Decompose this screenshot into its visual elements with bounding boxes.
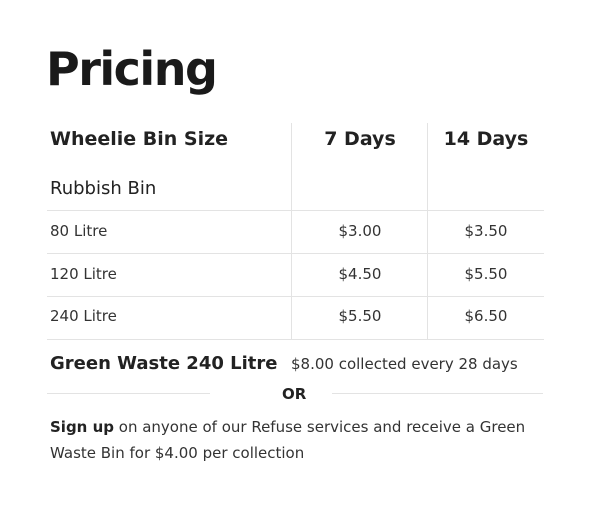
row-price-14: $3.50 (464, 222, 508, 240)
section-rubbish-bin: Rubbish Bin (50, 178, 157, 199)
row-divider (47, 296, 544, 297)
signup-link[interactable]: Sign up (50, 418, 114, 436)
row-price-14: $5.50 (464, 265, 508, 283)
row-price-7: $4.50 (338, 265, 382, 283)
header-7-days: 7 Days (324, 128, 396, 150)
green-waste-price: $8.00 collected every 28 days (291, 355, 518, 373)
row-size: 120 Litre (50, 265, 117, 283)
row-price-14: $6.50 (464, 307, 508, 325)
header-14-days: 14 Days (443, 128, 529, 150)
row-divider (47, 210, 544, 211)
or-label: OR (282, 385, 307, 403)
signup-description: on anyone of our Refuse services and rec… (50, 418, 526, 462)
row-divider (47, 253, 544, 254)
row-price-7: $3.00 (338, 222, 382, 240)
row-price-7: $5.50 (338, 307, 382, 325)
or-divider-right (332, 393, 543, 394)
row-size: 80 Litre (50, 222, 108, 240)
header-bin-size: Wheelie Bin Size (50, 128, 229, 150)
column-divider (427, 123, 428, 339)
page-title: Pricing (46, 42, 218, 96)
column-divider (291, 123, 292, 339)
signup-text: Sign up on anyone of our Refuse services… (50, 414, 530, 466)
row-size: 240 Litre (50, 307, 117, 325)
green-waste-label: Green Waste 240 Litre (50, 353, 278, 374)
or-divider-left (47, 393, 210, 394)
row-divider (47, 339, 544, 340)
